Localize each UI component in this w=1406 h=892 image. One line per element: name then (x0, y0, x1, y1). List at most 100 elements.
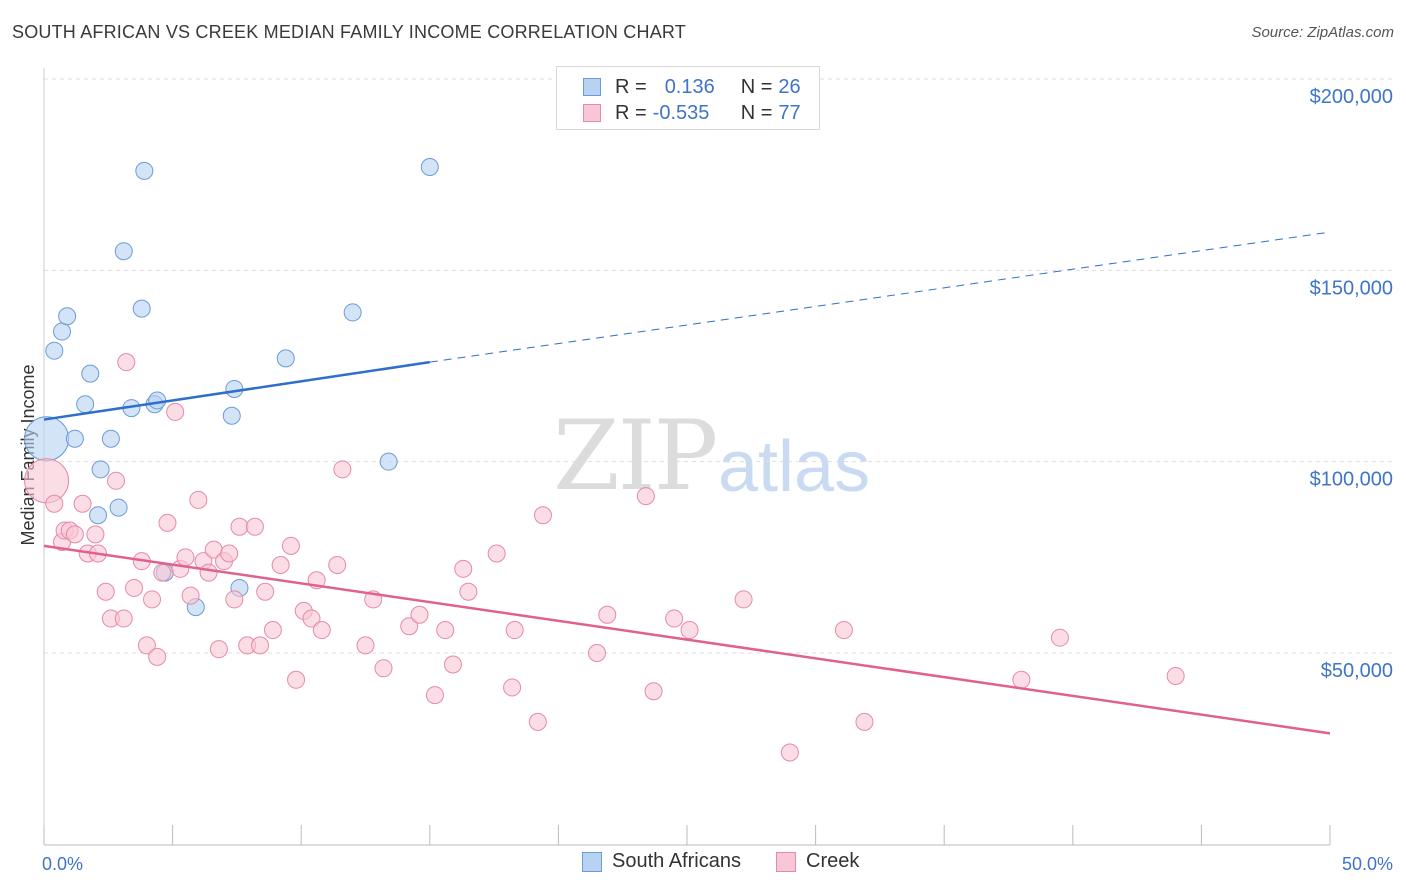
south-african-point (114, 242, 133, 261)
creek-point (443, 655, 462, 674)
south-african-point (76, 395, 95, 414)
legend-n-label: N = (740, 75, 773, 98)
south-african-point (89, 506, 108, 525)
south-african-point (81, 364, 100, 383)
creek-point (459, 582, 478, 601)
creek-point (65, 525, 84, 544)
creek-point (125, 578, 144, 597)
creek-point (636, 487, 655, 506)
legend-row-creek: R = -0.535 N = 77 (583, 101, 801, 125)
legend-r-value: -0.535 (652, 101, 710, 124)
legend-row-south-africans: R = 0.136 N = 26 (583, 75, 801, 99)
south-african-point (91, 460, 110, 479)
creek-point (143, 590, 162, 609)
legend-n-value: 77 (778, 101, 801, 124)
creek-point (220, 544, 239, 563)
creek-point (425, 686, 444, 705)
south-africans-trend-line (43, 360, 430, 421)
south-africans-trend-extension (429, 231, 1331, 363)
south-african-point (135, 161, 154, 180)
creek-point (176, 548, 195, 567)
creek-point (436, 621, 455, 640)
creek-point (45, 494, 64, 513)
creek-trend-line (43, 544, 1331, 735)
creek-point (1050, 628, 1069, 647)
south-african-point (420, 158, 439, 177)
legend-swatch-blue (583, 78, 601, 96)
creek-point (263, 621, 282, 640)
correlation-legend: R = 0.136 N = 26 R = -0.535 N = 77 (556, 66, 820, 130)
legend-n-value: 26 (778, 75, 801, 98)
legend-r-label: R = (615, 75, 647, 98)
south-african-point (225, 379, 244, 398)
south-african-point (101, 429, 120, 448)
south-african-point (45, 341, 64, 360)
creek-point (251, 636, 270, 655)
y-tick-label: $200,000 (1310, 86, 1393, 108)
series-legend-label: South Africans (612, 850, 741, 872)
south-african-point (109, 498, 128, 517)
creek-point (333, 460, 352, 479)
creek-point (230, 517, 249, 536)
creek-point (73, 494, 92, 513)
creek-point (256, 582, 275, 601)
series-legend-creek: Creek (776, 850, 859, 873)
creek-point (328, 555, 347, 574)
legend-swatch-pink (583, 104, 601, 122)
y-tick-label: $50,000 (1321, 660, 1393, 682)
creek-point (505, 621, 524, 640)
creek-point (665, 609, 684, 628)
legend-r-value: 0.136 (664, 75, 715, 98)
creek-point (114, 609, 133, 628)
south-african-point (343, 303, 362, 322)
south-african-point (148, 391, 167, 410)
creek-point (454, 559, 473, 578)
series-swatch-blue (582, 851, 602, 872)
series-swatch-pink (776, 851, 796, 872)
south-african-point (24, 416, 70, 462)
creek-point (117, 353, 136, 372)
creek-point (153, 563, 172, 582)
south-african-point (222, 406, 241, 425)
creek-point (245, 517, 264, 536)
south-african-point (379, 452, 398, 471)
creek-point (225, 590, 244, 609)
creek-point (1166, 666, 1185, 685)
creek-point (834, 621, 853, 640)
legend-n-label: N = (740, 101, 773, 124)
watermark-atlas: atlas (718, 427, 871, 507)
south-african-point (58, 307, 77, 326)
creek-point (503, 678, 522, 697)
creek-point (189, 490, 208, 509)
creek-point (734, 590, 753, 609)
south-african-point (276, 349, 295, 368)
x-tick-label: 0.0% (42, 854, 83, 874)
legend-r-label: R = (615, 101, 647, 124)
creek-point (528, 712, 547, 731)
source-label: Source: ZipAtlas.com (1251, 24, 1394, 41)
x-tick-label: 50.0% (1342, 854, 1393, 874)
creek-point (86, 525, 105, 544)
creek-point (158, 513, 177, 532)
creek-point (598, 605, 617, 624)
watermark-zip: ZIP (553, 400, 718, 512)
south-african-point (132, 299, 151, 318)
creek-point (487, 544, 506, 563)
creek-point (1012, 670, 1031, 689)
y-tick-label: $150,000 (1310, 277, 1393, 299)
chart-title: SOUTH AFRICAN VS CREEK MEDIAN FAMILY INC… (12, 22, 686, 42)
creek-point (166, 402, 185, 421)
creek-point (780, 743, 799, 762)
creek-point (148, 647, 167, 666)
creek-point (209, 640, 228, 659)
y-axis-label: Median Family Income (18, 364, 38, 545)
creek-point (855, 712, 874, 731)
creek-point (356, 636, 375, 655)
creek-point (137, 636, 156, 655)
creek-point (374, 659, 393, 678)
creek-point (410, 605, 429, 624)
series-legend-label: Creek (806, 850, 860, 872)
series-legend-south-africans: South Africans (582, 850, 741, 873)
